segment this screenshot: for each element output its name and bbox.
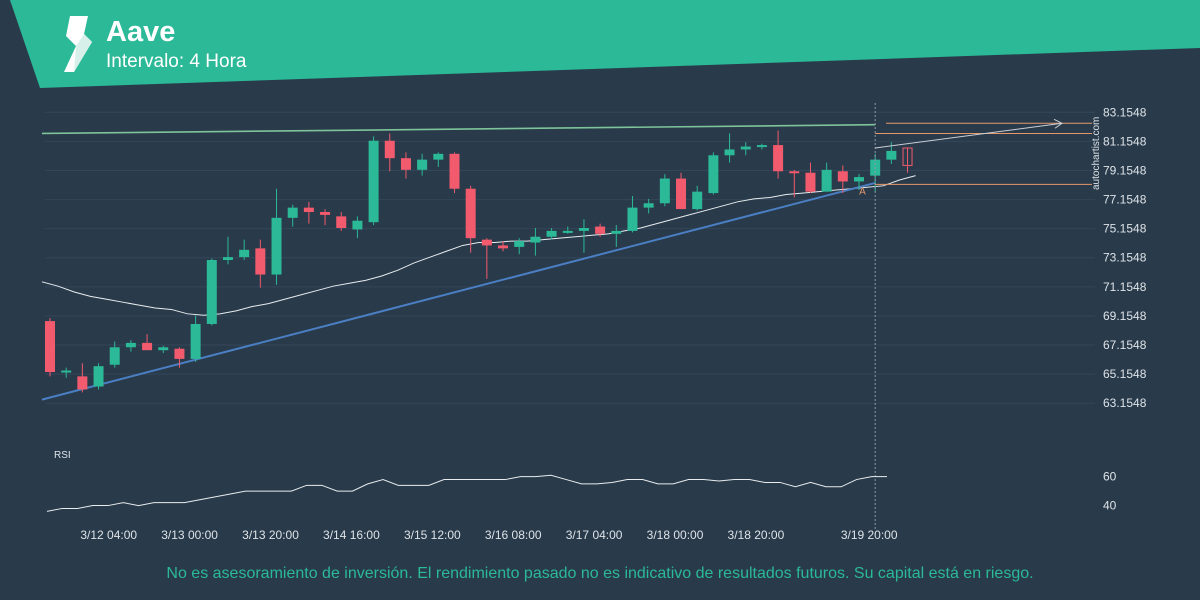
candlesticks-layer — [45, 130, 913, 393]
y-tick-label: 83.1548 — [1103, 105, 1147, 119]
candle-body — [692, 191, 703, 210]
interval-label: Intervalo: 4 Hora — [106, 51, 247, 72]
x-tick-label: 3/19 20:00 — [841, 528, 898, 542]
candle-body — [578, 228, 589, 231]
y-tick-label: 77.1548 — [1103, 193, 1147, 207]
candle-body — [142, 342, 153, 351]
candle-body — [465, 188, 476, 239]
candle-body — [740, 146, 751, 150]
candle-body — [854, 177, 864, 182]
y-tick-label: 81.1548 — [1103, 134, 1147, 148]
point-label: A — [859, 187, 866, 198]
candle-body — [837, 171, 848, 182]
candle-body — [724, 149, 735, 156]
grid — [45, 111, 1095, 404]
rsi-line — [46, 474, 887, 512]
candle-body — [77, 376, 88, 390]
rsi-panel: RSI 60 40 — [46, 450, 1117, 513]
rsi-tick-label: 60 — [1103, 470, 1117, 484]
candle-body — [222, 257, 233, 260]
candle-body — [821, 169, 832, 192]
y-tick-label: 75.1548 — [1103, 222, 1147, 236]
candle-body — [595, 226, 606, 234]
candle-body — [805, 172, 816, 192]
x-tick-label: 3/14 16:00 — [323, 528, 380, 542]
candle-body — [708, 155, 719, 194]
x-axis: 3/12 04:00 3/13 00:00 3/13 20:00 3/14 16:00… — [80, 528, 898, 542]
candle-body — [239, 249, 250, 258]
candle-body — [611, 230, 622, 234]
watermark-text: autochartist.com — [1091, 117, 1102, 190]
y-tick-label: 69.1548 — [1103, 309, 1147, 323]
candle-body — [206, 260, 217, 324]
candle-body — [481, 239, 492, 246]
moving-average-line — [41, 175, 916, 316]
candle-body — [789, 171, 800, 174]
candle-body — [546, 230, 557, 237]
x-tick-label: 3/16 08:00 — [485, 528, 542, 542]
x-tick-label: 3/13 00:00 — [161, 528, 218, 542]
candle-body — [498, 245, 509, 249]
x-tick-label: 3/18 20:00 — [728, 528, 785, 542]
y-axis: 83.1548 81.1548 79.1548 77.1548 75.1548 73.15… — [1103, 105, 1147, 410]
candle-body — [562, 230, 573, 233]
x-tick-label: 3/17 04:00 — [566, 528, 623, 542]
x-tick-label: 3/18 00:00 — [647, 528, 704, 542]
candle-body — [190, 324, 201, 359]
candle-body — [368, 140, 379, 223]
y-tick-label: 71.1548 — [1103, 280, 1147, 294]
y-tick-label: 65.1548 — [1103, 367, 1147, 381]
candle-body — [255, 248, 266, 275]
candle-body — [303, 207, 314, 212]
x-tick-label: 3/13 20:00 — [242, 528, 299, 542]
y-tick-label: 67.1548 — [1103, 338, 1147, 352]
candle-body — [384, 140, 395, 159]
candle-body — [125, 342, 136, 348]
candle-body — [886, 150, 897, 160]
candle-body — [287, 207, 298, 218]
moving-average-layer — [41, 175, 916, 316]
asset-title: Aave — [106, 16, 176, 48]
candle-body — [756, 145, 767, 148]
candle-body — [659, 178, 670, 204]
candle-body — [352, 220, 363, 230]
candle-body — [433, 153, 444, 160]
x-tick-label: 3/12 04:00 — [80, 528, 137, 542]
autochartist-logo-icon — [64, 16, 92, 72]
y-tick-label: 73.1548 — [1103, 251, 1147, 265]
candle-body — [773, 145, 784, 172]
rsi-tick-label: 40 — [1103, 499, 1117, 513]
overlay-layer: A — [859, 103, 1092, 530]
pattern-candle-body — [902, 147, 913, 166]
candle-body — [174, 348, 185, 359]
header-banner — [10, 0, 1200, 88]
candle-body — [530, 236, 541, 243]
candle-body — [109, 347, 120, 365]
candle-body — [45, 321, 55, 372]
candle-body — [271, 217, 282, 275]
candle-body — [676, 178, 687, 210]
forecast-line — [875, 122, 1063, 149]
candle-body — [320, 212, 331, 215]
resistance-line — [41, 123, 876, 135]
candle-body — [627, 207, 638, 231]
y-tick-label: 63.1548 — [1103, 396, 1147, 410]
candle-body — [417, 159, 428, 170]
candle-body — [400, 158, 411, 170]
candle-body — [336, 216, 347, 228]
candle-body — [514, 241, 525, 247]
y-tick-label: 79.1548 — [1103, 163, 1147, 177]
rsi-label: RSI — [54, 450, 71, 461]
trend-lines-layer — [41, 123, 876, 401]
x-tick-label: 3/15 12:00 — [404, 528, 461, 542]
disclaimer-text: No es asesoramiento de inversión. El ren… — [166, 565, 1034, 582]
candle-body — [93, 366, 104, 387]
candle-body — [449, 153, 460, 189]
support-line — [41, 181, 876, 401]
forecast-arrowhead — [1053, 118, 1063, 129]
candle-body — [158, 347, 169, 351]
candle-body — [643, 203, 654, 208]
candle-body — [61, 370, 72, 373]
